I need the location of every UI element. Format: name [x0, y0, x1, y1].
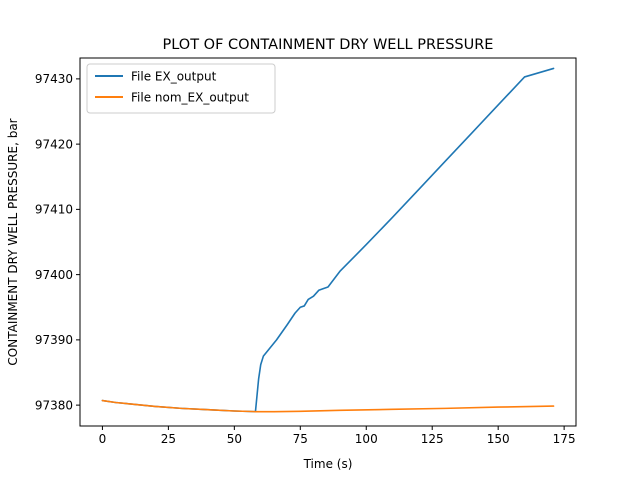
y-tick-label: 97390 — [35, 333, 73, 347]
legend-label-nom-ex-output: File nom_EX_output — [131, 91, 249, 105]
y-tick-label: 97410 — [35, 203, 73, 217]
series-line-nom-ex-output — [101, 399, 555, 413]
tick-layer: 0 25 50 75 100 125 150 175 97380 97390 97400 97410 9… — [35, 72, 576, 446]
x-tick-label: 150 — [487, 432, 510, 446]
legend: File EX_output File nom_EX_output — [86, 63, 276, 114]
legend-label-ex-output: File EX_output — [131, 70, 217, 84]
y-axis-label: CONTAINMENT DRY WELL PRESSURE, bar — [6, 118, 20, 365]
plot-area-frame — [79, 57, 577, 427]
y-tick-label: 97380 — [35, 398, 73, 412]
y-tick-label: 97430 — [35, 72, 73, 86]
legend-box — [86, 63, 276, 114]
x-tick-label: 75 — [293, 432, 308, 446]
chart-title: PLOT OF CONTAINMENT DRY WELL PRESSURE — [163, 37, 494, 53]
series-layer — [101, 67, 555, 413]
x-tick-label: 25 — [161, 432, 176, 446]
y-tick-label: 97400 — [35, 268, 73, 282]
x-tick-label: 50 — [227, 432, 242, 446]
x-tick-label: 125 — [421, 432, 444, 446]
x-axis-label: Time (s) — [303, 457, 353, 471]
x-tick-label: 175 — [553, 432, 576, 446]
x-tick-label: 100 — [355, 432, 378, 446]
x-tick-label: 0 — [99, 432, 107, 446]
y-tick-label: 97420 — [35, 137, 73, 151]
